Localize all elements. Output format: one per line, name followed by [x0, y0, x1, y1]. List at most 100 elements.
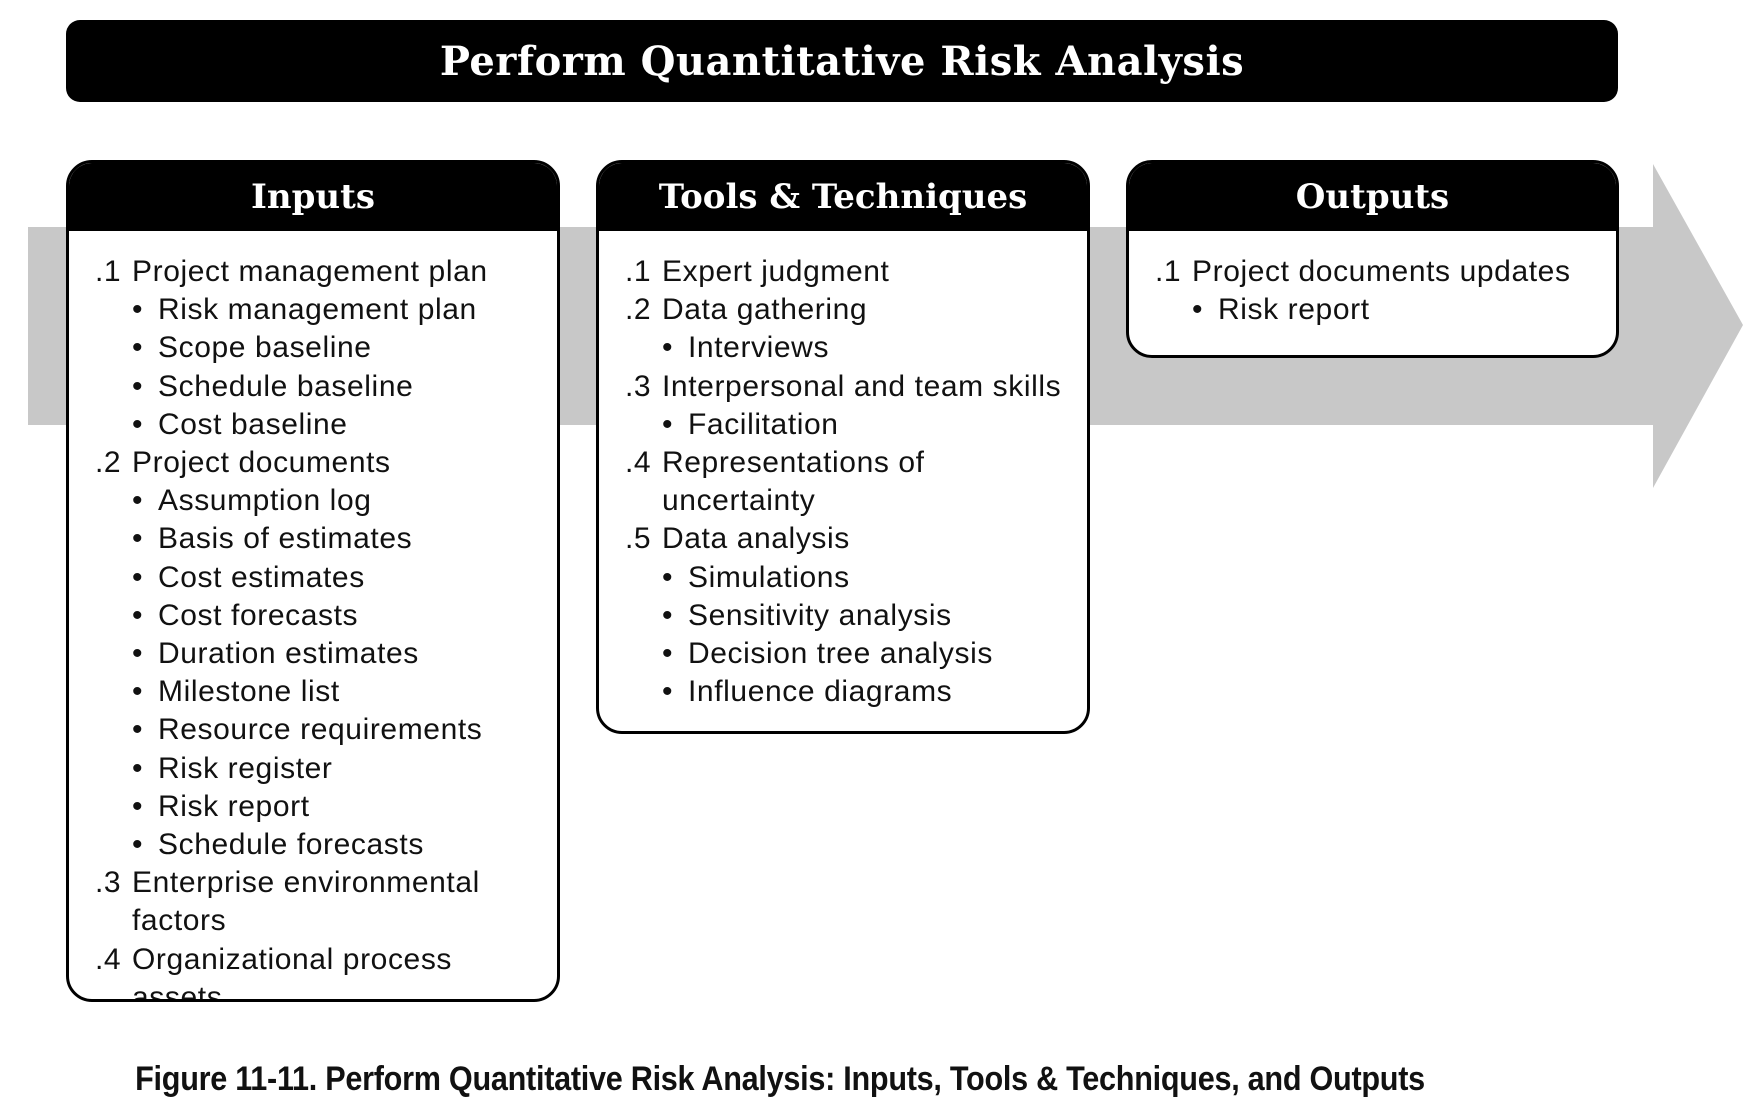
item-number: .4 — [625, 446, 652, 480]
sub-item-label: Decision tree analysis — [688, 637, 993, 671]
item-number: .3 — [95, 866, 122, 900]
list-item: .1 Project documents updates • Risk report — [1155, 253, 1596, 329]
item-label: Data gathering — [662, 293, 868, 327]
item-label: Project management plan — [132, 255, 488, 288]
bullet-icon: • — [132, 675, 144, 709]
bullet-icon: • — [132, 789, 144, 823]
sub-item: • Schedule forecasts — [95, 826, 537, 864]
tools-techniques-box: Tools & Techniques .1 Expert judgment .2 Da… — [596, 160, 1090, 734]
sub-item-label: Influence diagrams — [688, 675, 953, 709]
item-number: .3 — [625, 369, 652, 403]
bullet-icon: • — [132, 598, 144, 632]
sub-item: • Risk register — [95, 750, 537, 788]
bullet-icon: • — [662, 637, 674, 671]
list-item: .3 Enterprise environmental factors — [95, 864, 537, 940]
sub-item-label: Scope baseline — [158, 331, 372, 365]
item-label: Enterprise environmental factors — [132, 866, 480, 938]
figure-caption: Figure 11-11. Perform Quantitative Risk … — [135, 1060, 1425, 1098]
item-label: Representations of uncertainty — [662, 446, 925, 518]
sub-item: • Simulations — [625, 559, 1067, 597]
sub-item: • Influence diagrams — [625, 673, 1067, 711]
bullet-icon: • — [132, 369, 144, 403]
item-label: Organizational process assets — [132, 942, 453, 1002]
item-number: .4 — [95, 942, 122, 976]
sub-item-label: Assumption log — [158, 484, 372, 518]
sub-item: • Sensitivity analysis — [625, 597, 1067, 635]
sub-item-label: Cost estimates — [158, 560, 365, 594]
item-label: Interpersonal and team skills — [662, 369, 1062, 403]
list-item: .4 Representations of uncertainty — [625, 444, 1067, 520]
sub-item-label: Simulations — [688, 560, 850, 594]
sub-item: • Milestone list — [95, 673, 537, 711]
item-number: .5 — [625, 522, 652, 556]
sub-item-label: Risk report — [158, 789, 310, 823]
bullet-icon: • — [132, 407, 144, 441]
sub-item-label: Cost forecasts — [158, 598, 359, 632]
item-label: Expert judgment — [662, 255, 890, 288]
item-number: .1 — [625, 255, 652, 288]
bullet-icon: • — [132, 560, 144, 594]
bullet-icon: • — [132, 522, 144, 556]
bullet-icon: • — [132, 751, 144, 785]
item-label: Project documents updates — [1192, 255, 1571, 288]
sub-item: • Duration estimates — [95, 635, 537, 673]
sub-item: • Cost forecasts — [95, 597, 537, 635]
sub-item: • Risk report — [95, 788, 537, 826]
list-item: .4 Organizational process assets — [95, 941, 537, 1002]
inputs-heading: Inputs — [69, 163, 557, 231]
sub-item: • Cost baseline — [95, 406, 537, 444]
sub-item-label: Sensitivity analysis — [688, 598, 952, 632]
sub-item-label: Schedule baseline — [158, 369, 414, 403]
sub-item: • Risk management plan — [95, 291, 537, 329]
list-item: .2 Project documents • Assumption log • Basis… — [95, 444, 537, 864]
list-item: .3 Interpersonal and team skills • Facilita… — [625, 368, 1067, 444]
bullet-icon: • — [662, 675, 674, 709]
sub-item-label: Risk report — [1218, 293, 1370, 327]
outputs-list: .1 Project documents updates • Risk report — [1129, 231, 1616, 329]
sub-item-label: Risk management plan — [158, 293, 477, 327]
item-number: .2 — [625, 293, 652, 327]
sub-item: • Schedule baseline — [95, 368, 537, 406]
list-item: .5 Data analysis • Simulations • Sensitivity … — [625, 520, 1067, 711]
outputs-box: Outputs .1 Project documents updates • Risk… — [1126, 160, 1619, 358]
sub-item-label: Resource requirements — [158, 713, 483, 747]
sub-item: • Resource requirements — [95, 711, 537, 749]
list-item: .2 Data gathering • Interviews — [625, 291, 1067, 367]
tools-techniques-heading: Tools & Techniques — [599, 163, 1087, 231]
inputs-list: .1 Project management plan • Risk managemen… — [69, 231, 557, 1002]
sub-item: • Assumption log — [95, 482, 537, 520]
sub-item-label: Milestone list — [158, 675, 340, 709]
item-label: Data analysis — [662, 522, 850, 556]
sub-item-label: Basis of estimates — [158, 522, 413, 556]
bullet-icon: • — [662, 598, 674, 632]
diagram-title: Perform Quantitative Risk Analysis — [66, 20, 1618, 102]
sub-item: • Facilitation — [625, 406, 1067, 444]
bullet-icon: • — [132, 293, 144, 327]
sub-item-label: Facilitation — [688, 407, 839, 441]
bullet-icon: • — [132, 331, 144, 365]
bullet-icon: • — [132, 637, 144, 671]
list-item: .1 Expert judgment — [625, 253, 1067, 291]
sub-item-label: Duration estimates — [158, 637, 419, 671]
item-label: Project documents — [132, 446, 391, 480]
item-number: .2 — [95, 446, 122, 480]
sub-item-label: Schedule forecasts — [158, 828, 424, 862]
bullet-icon: • — [132, 484, 144, 518]
bullet-icon: • — [662, 407, 674, 441]
sub-item: • Risk report — [1155, 291, 1596, 329]
bullet-icon: • — [1192, 293, 1204, 327]
sub-item: • Scope baseline — [95, 329, 537, 367]
sub-item-label: Interviews — [688, 331, 830, 365]
sub-item: • Decision tree analysis — [625, 635, 1067, 673]
item-number: .1 — [95, 255, 122, 288]
sub-item: • Cost estimates — [95, 559, 537, 597]
bullet-icon: • — [132, 828, 144, 862]
list-item: .1 Project management plan • Risk managemen… — [95, 253, 537, 444]
tools-techniques-list: .1 Expert judgment .2 Data gathering • Interv… — [599, 231, 1087, 711]
outputs-heading: Outputs — [1129, 163, 1616, 231]
bullet-icon: • — [132, 713, 144, 747]
sub-item-label: Cost baseline — [158, 407, 348, 441]
sub-item-label: Risk register — [158, 751, 333, 785]
sub-item: • Interviews — [625, 329, 1067, 367]
inputs-box: Inputs .1 Project management plan • Risk ma… — [66, 160, 560, 1002]
